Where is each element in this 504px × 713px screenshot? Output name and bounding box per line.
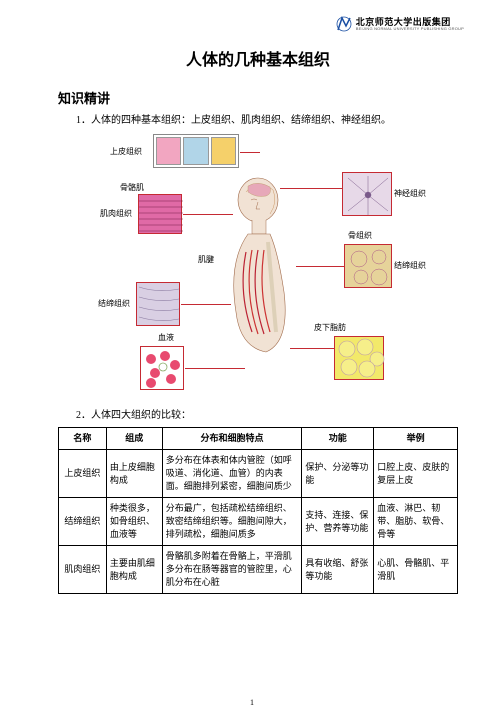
th-func: 功能: [302, 428, 374, 450]
tile-connective-right: [344, 244, 392, 288]
tile-connective-left: [136, 282, 180, 326]
label-epithelial: 上皮组织: [110, 146, 142, 157]
label-subq-fat: 皮下脂肪: [314, 322, 346, 333]
cell-ex: 口腔上皮、皮肤的复层上皮: [374, 450, 458, 498]
cell-func: 保护、分泌等功能: [302, 450, 374, 498]
table-row: 结缔组织 种类很多，如骨组织、血液等 分布最广，包括疏松结缔组织、致密结缔组织等…: [59, 498, 458, 546]
tissue-comparison-table: 名称 组成 分布和细胞特点 功能 举例 上皮组织 由上皮细胞构成 多分布在体表和…: [58, 427, 458, 594]
cell-feat: 骨骼肌多附着在骨骼上，平滑肌多分布在肠等器官的管腔里，心肌分布在心脏: [162, 546, 302, 594]
label-blood: 血液: [158, 332, 174, 343]
cell-comp: 由上皮细胞构成: [106, 450, 162, 498]
tissue-diagram: 上皮组织 骨骼肌 肌肉组织 肌腱 结缔组织 血液: [98, 132, 418, 402]
label-connective-right: 结缔组织: [394, 260, 426, 271]
label-connective-left: 结缔组织: [98, 298, 130, 309]
cell-func: 具有收缩、舒张等功能: [302, 546, 374, 594]
publisher-logo: 北京师范大学出版集团 BEIJING NORMAL UNIVERSITY PUB…: [336, 16, 464, 32]
cell-name: 上皮组织: [59, 450, 107, 498]
tile-epithelial: [153, 134, 239, 168]
cell-ex: 血液、淋巴、韧带、脂肪、软骨、骨等: [374, 498, 458, 546]
point-1: 1．人体的四种基本组织：上皮组织、肌肉组织、结缔组织、神经组织。: [76, 113, 458, 128]
cell-comp: 主要由肌细胞构成: [106, 546, 162, 594]
point-2: 2．人体四大组织的比较：: [76, 408, 458, 423]
tile-muscle: [138, 194, 182, 234]
th-comp: 组成: [106, 428, 162, 450]
logo-text-en: BEIJING NORMAL UNIVERSITY PUBLISHING GRO…: [356, 27, 464, 31]
cell-name: 肌肉组织: [59, 546, 107, 594]
label-bone: 骨组织: [348, 230, 372, 241]
tile-nervous: [342, 172, 392, 216]
cell-ex: 心肌、骨骼肌、平滑肌: [374, 546, 458, 594]
cell-name: 结缔组织: [59, 498, 107, 546]
table-row: 上皮组织 由上皮细胞构成 多分布在体表和体内管腔（如呼吸道、消化道、血管）的内表…: [59, 450, 458, 498]
table-row: 肌肉组织 主要由肌细胞构成 骨骼肌多附着在骨骼上，平滑肌多分布在肠等器官的管腔里…: [59, 546, 458, 594]
cell-feat: 多分布在体表和体内管腔（如呼吸道、消化道、血管）的内表面。细胞排列紧密，细胞间质…: [162, 450, 302, 498]
anatomy-sketch: [218, 172, 308, 362]
page-number: 1: [0, 698, 504, 707]
logo-icon: [336, 16, 352, 32]
cell-feat: 分布最广，包括疏松结缔组织、致密结缔组织等。细胞间隙大，排列疏松，细胞间质多: [162, 498, 302, 546]
label-nervous: 神经组织: [394, 188, 426, 199]
tile-blood: [140, 346, 184, 390]
section-heading: 知识精讲: [58, 88, 458, 107]
label-tendon: 肌腱: [198, 254, 214, 265]
label-skeletal-muscle: 骨骼肌: [120, 182, 144, 193]
page-title: 人体的几种基本组织: [58, 46, 458, 70]
label-muscle-tissue: 肌肉组织: [100, 208, 132, 219]
cell-func: 支持、连接、保护、营养等功能: [302, 498, 374, 546]
th-ex: 举例: [374, 428, 458, 450]
table-header-row: 名称 组成 分布和细胞特点 功能 举例: [59, 428, 458, 450]
tile-fat: [334, 336, 384, 380]
th-name: 名称: [59, 428, 107, 450]
cell-comp: 种类很多，如骨组织、血液等: [106, 498, 162, 546]
th-feat: 分布和细胞特点: [162, 428, 302, 450]
